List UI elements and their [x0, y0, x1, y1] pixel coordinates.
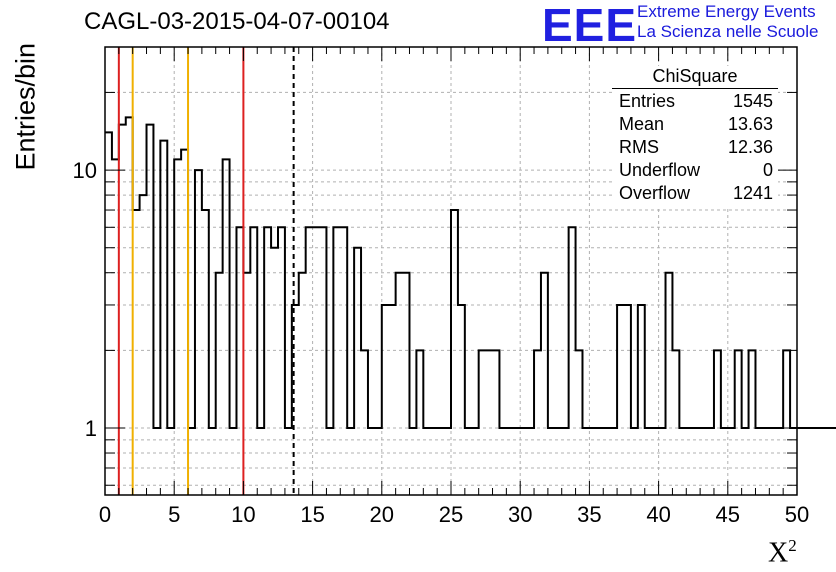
y-tick-label: 1: [85, 416, 97, 441]
histogram-bin: [541, 273, 548, 495]
histogram-bin: [264, 227, 271, 495]
stats-header: ChiSquare: [652, 66, 738, 86]
histogram-bin: [811, 428, 818, 495]
x-axis-label-text: X: [768, 537, 789, 569]
histogram-bin: [749, 350, 756, 495]
histogram-bin: [181, 150, 188, 495]
histogram-bin: [493, 350, 500, 495]
stats-value: 1241: [732, 183, 773, 203]
histogram-bin: [825, 428, 832, 495]
histogram-bin: [617, 305, 624, 495]
histogram-bin: [403, 273, 410, 495]
histogram-bin: [133, 210, 140, 495]
x-tick-label: 15: [300, 502, 324, 527]
y-tick-label: 10: [73, 158, 97, 183]
histogram-bin: [271, 248, 278, 495]
x-tick-label: 50: [785, 502, 809, 527]
histogram-bin: [354, 248, 361, 495]
stats-value: 1545: [732, 91, 773, 111]
x-tick-label: 40: [646, 502, 670, 527]
histogram-bin: [396, 273, 403, 495]
histogram-bin: [638, 305, 645, 495]
histogram-bin: [299, 273, 306, 495]
histogram-bin: [306, 227, 313, 495]
stats-row-underflow: Underflow 0: [619, 160, 773, 182]
histogram-bars: [105, 116, 836, 495]
histogram-bin: [333, 227, 340, 495]
histogram-bin: [818, 428, 825, 495]
stats-value: 13.63: [727, 114, 773, 134]
histogram-bin: [243, 273, 250, 495]
histogram-bin: [160, 141, 167, 495]
histogram-bin: [105, 132, 112, 495]
histogram-bin: [451, 210, 458, 495]
histogram-bin: [340, 227, 347, 495]
stats-row-mean: Mean 13.63: [619, 114, 773, 136]
stats-box: ChiSquare Entries 1545 Mean 13.63 RMS 12…: [612, 66, 778, 208]
y-axis-label: Entries/bin: [10, 42, 41, 171]
stats-label: Mean: [619, 114, 665, 134]
histogram-bin: [783, 350, 790, 495]
stats-label: Entries: [619, 91, 676, 111]
axes: 0 5 10 15 20 25 30 35 40 45 50 1 10: [73, 46, 809, 527]
histogram-bin: [313, 227, 320, 495]
x-axis-label: X2: [768, 536, 797, 569]
x-tick-label: 45: [716, 502, 740, 527]
histogram-bin: [479, 350, 486, 495]
stats-label: RMS: [619, 137, 659, 157]
stats-label: Overflow: [619, 183, 691, 203]
histogram-bin: [534, 350, 541, 495]
x-tick-label: 30: [508, 502, 532, 527]
stats-row-rms: RMS 12.36: [619, 137, 773, 159]
histogram-bin: [804, 428, 811, 495]
histogram-bin: [389, 305, 396, 495]
plot-title: CAGL-03-2015-04-07-00104: [84, 8, 390, 35]
histogram-bin: [278, 227, 285, 495]
logo-subtitle-1: Extreme Energy Events: [637, 2, 816, 21]
x-tick-label: 25: [439, 502, 463, 527]
histogram-bin: [672, 350, 679, 495]
histogram-bin: [832, 428, 836, 495]
histogram-bin: [140, 195, 147, 495]
x-tick-label: 5: [168, 502, 180, 527]
stats-row-entries: Entries 1545: [619, 91, 773, 113]
histogram-bin: [486, 350, 493, 495]
stats-divider: [612, 88, 778, 89]
histogram-bin: [569, 227, 576, 495]
stats-label: Underflow: [619, 160, 701, 180]
x-tick-label: 35: [577, 502, 601, 527]
histogram-bin: [361, 350, 368, 495]
x-tick-label: 20: [370, 502, 394, 527]
reference-lines: [117, 47, 295, 495]
x-axis-label-superscript: 2: [788, 536, 797, 555]
histogram-bin: [202, 210, 209, 495]
histogram-bin: [216, 273, 223, 495]
histogram-bin: [320, 227, 327, 495]
eee-logo: EEE: [542, 0, 638, 51]
histogram-bin: [797, 428, 804, 495]
logo-subtitle-2: La Scienza nelle Scuole: [637, 22, 819, 41]
histogram-bin: [250, 227, 257, 495]
stats-value: 12.36: [727, 137, 773, 157]
histogram-bin: [126, 117, 133, 495]
x-tick-label: 10: [231, 502, 255, 527]
histogram-bin: [714, 350, 721, 495]
histogram-bin: [416, 350, 423, 495]
histogram-bin: [382, 305, 389, 495]
histogram-bin: [458, 305, 465, 495]
histogram-outline: [105, 116, 836, 430]
histogram-bin: [576, 350, 583, 495]
x-tick-label: 0: [99, 502, 111, 527]
stats-row-overflow: Overflow 1241: [619, 183, 773, 205]
histogram-bin: [236, 227, 243, 495]
stats-value: 0: [762, 160, 773, 180]
histogram-bin: [195, 170, 202, 495]
histogram-bin: [624, 305, 631, 495]
histogram-bin: [735, 350, 742, 495]
histogram-bin: [666, 273, 673, 495]
